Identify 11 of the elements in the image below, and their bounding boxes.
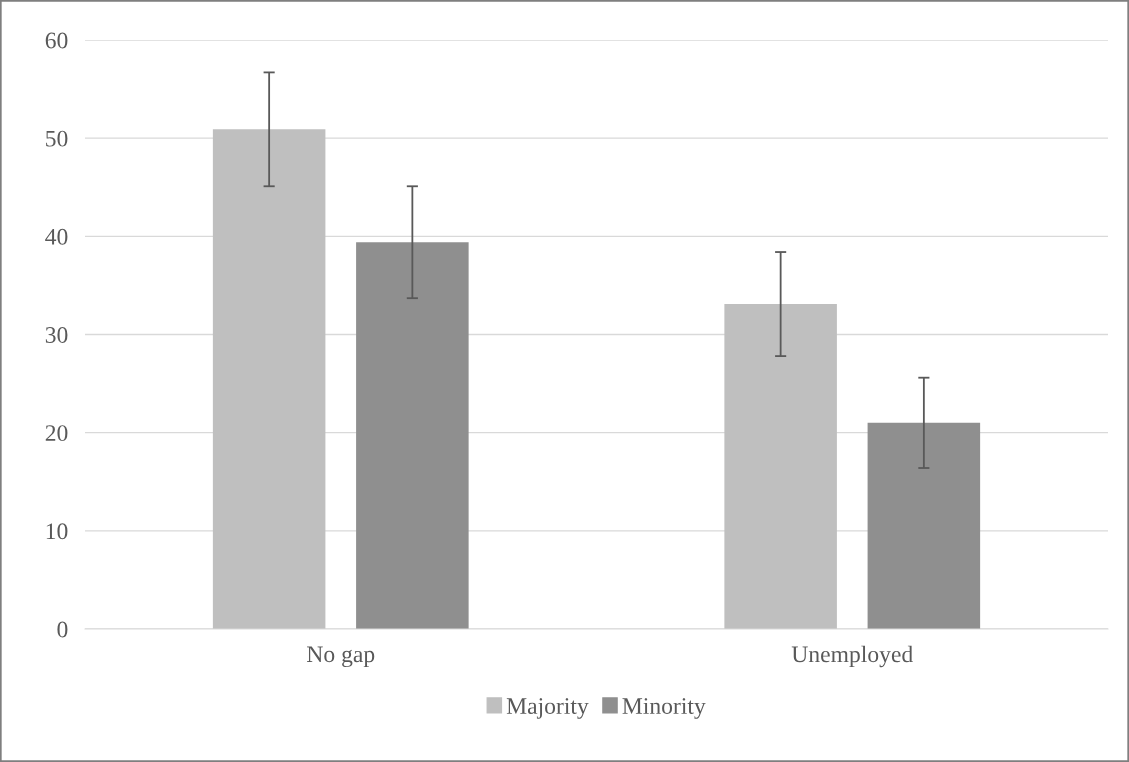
y-tick-label: 40 [45,228,68,245]
legend-label: Minority [622,698,706,719]
x-tick-label: No gap [307,646,375,668]
y-tick-label: 60 [45,32,68,49]
y-tick-label: 20 [45,425,68,442]
y-tick-label: 50 [46,130,68,147]
y-tick-label: 0 [57,621,68,638]
x-tick-label: Unemployed [791,645,913,668]
legend-label: Majority [506,698,589,719]
y-tick-label: 30 [45,326,68,343]
y-tick-label: 10 [46,523,68,540]
